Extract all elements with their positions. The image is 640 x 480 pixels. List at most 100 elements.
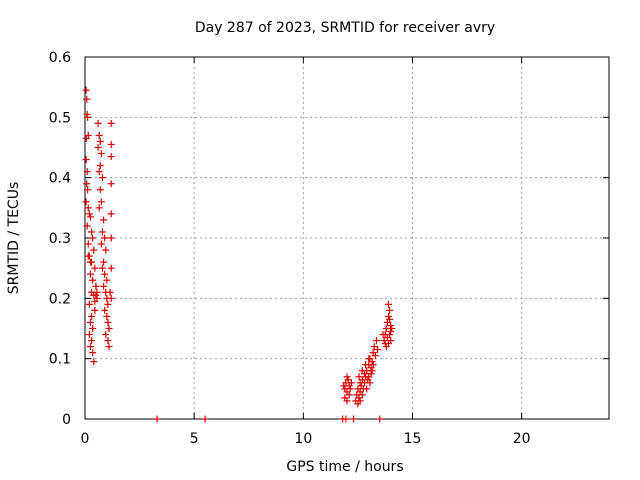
data-point <box>107 210 115 218</box>
data-point <box>98 228 106 236</box>
data-point <box>93 288 101 296</box>
x-tick-label: 5 <box>190 431 199 447</box>
data-point <box>88 337 96 345</box>
data-point <box>387 321 395 329</box>
data-point <box>97 198 105 206</box>
data-point <box>86 258 94 266</box>
points-layer <box>82 86 396 423</box>
data-point <box>91 297 99 305</box>
data-point <box>107 140 115 148</box>
y-tick-label: 0.1 <box>49 352 71 368</box>
data-point <box>374 346 382 354</box>
data-point <box>84 186 92 194</box>
data-point <box>98 264 106 272</box>
x-tick-label: 15 <box>404 431 422 447</box>
data-point <box>379 331 387 339</box>
data-point <box>86 318 94 326</box>
data-point <box>355 373 363 381</box>
data-point <box>386 331 394 339</box>
data-point <box>83 180 91 188</box>
data-point <box>201 415 209 423</box>
data-point <box>103 312 111 320</box>
data-point <box>85 300 93 308</box>
data-point <box>346 385 354 393</box>
data-point <box>343 373 351 381</box>
chart-title: Day 287 of 2023, SRMTID for receiver avr… <box>195 20 495 36</box>
data-point <box>96 162 104 170</box>
data-point <box>89 234 97 242</box>
data-point <box>84 240 92 248</box>
data-point <box>97 150 105 158</box>
grid-layer <box>85 57 609 419</box>
data-point <box>83 168 91 176</box>
data-point <box>104 318 112 326</box>
data-point <box>386 306 394 314</box>
x-tick-label: 10 <box>294 431 312 447</box>
data-point <box>370 343 378 351</box>
data-point <box>356 379 364 387</box>
data-point <box>91 264 99 272</box>
data-point <box>82 156 90 164</box>
data-point <box>387 337 395 345</box>
x-tick-label: 20 <box>513 431 531 447</box>
x-tick-label: 0 <box>81 431 90 447</box>
data-point <box>107 153 115 161</box>
data-point <box>340 382 348 390</box>
data-point <box>104 337 112 345</box>
data-point <box>94 144 102 151</box>
data-point <box>343 397 351 405</box>
y-tick-label: 0.2 <box>49 291 71 307</box>
data-point <box>91 306 99 314</box>
data-point <box>355 394 363 402</box>
data-point <box>100 282 108 290</box>
data-point <box>86 270 94 278</box>
data-point <box>95 204 103 212</box>
data-point <box>97 240 105 248</box>
data-point <box>388 325 396 332</box>
data-point <box>356 397 364 405</box>
data-point <box>101 306 109 314</box>
x-axis-label: GPS time / hours <box>286 459 403 475</box>
data-point <box>107 234 115 242</box>
data-point <box>381 340 389 348</box>
y-axis-label: SRMTID / TECUs <box>6 182 22 295</box>
data-point <box>86 343 94 351</box>
data-point <box>342 415 350 423</box>
data-point <box>86 213 94 221</box>
data-point <box>363 385 371 393</box>
data-point <box>98 174 106 182</box>
data-point <box>103 276 111 284</box>
data-point <box>107 294 115 302</box>
tick-layer: 0 0.1 0.2 0.3 0.4 0.5 0.6 0 5 10 15 20 <box>49 50 609 447</box>
data-point <box>85 210 93 218</box>
data-point <box>350 415 358 423</box>
data-point <box>96 137 104 145</box>
data-point <box>106 288 114 296</box>
data-point <box>102 331 110 339</box>
y-tick-label: 0.5 <box>49 110 71 126</box>
data-point <box>89 325 97 332</box>
data-point <box>89 276 97 284</box>
data-point <box>387 328 395 336</box>
data-point <box>100 258 108 266</box>
data-point <box>153 415 161 423</box>
data-point <box>107 180 115 188</box>
y-tick-label: 0.4 <box>49 171 71 187</box>
data-point <box>105 343 113 351</box>
data-point <box>101 234 109 242</box>
data-point <box>366 379 374 387</box>
data-point <box>95 131 103 139</box>
data-point <box>372 337 380 345</box>
data-point <box>368 367 376 375</box>
data-point <box>100 216 108 224</box>
data-point <box>386 315 394 323</box>
data-point <box>95 168 103 176</box>
data-point <box>382 343 390 351</box>
data-point <box>94 119 102 127</box>
data-point <box>83 95 91 103</box>
data-point <box>107 119 115 127</box>
data-point <box>90 358 98 366</box>
data-point <box>371 352 379 360</box>
data-point <box>90 246 98 254</box>
